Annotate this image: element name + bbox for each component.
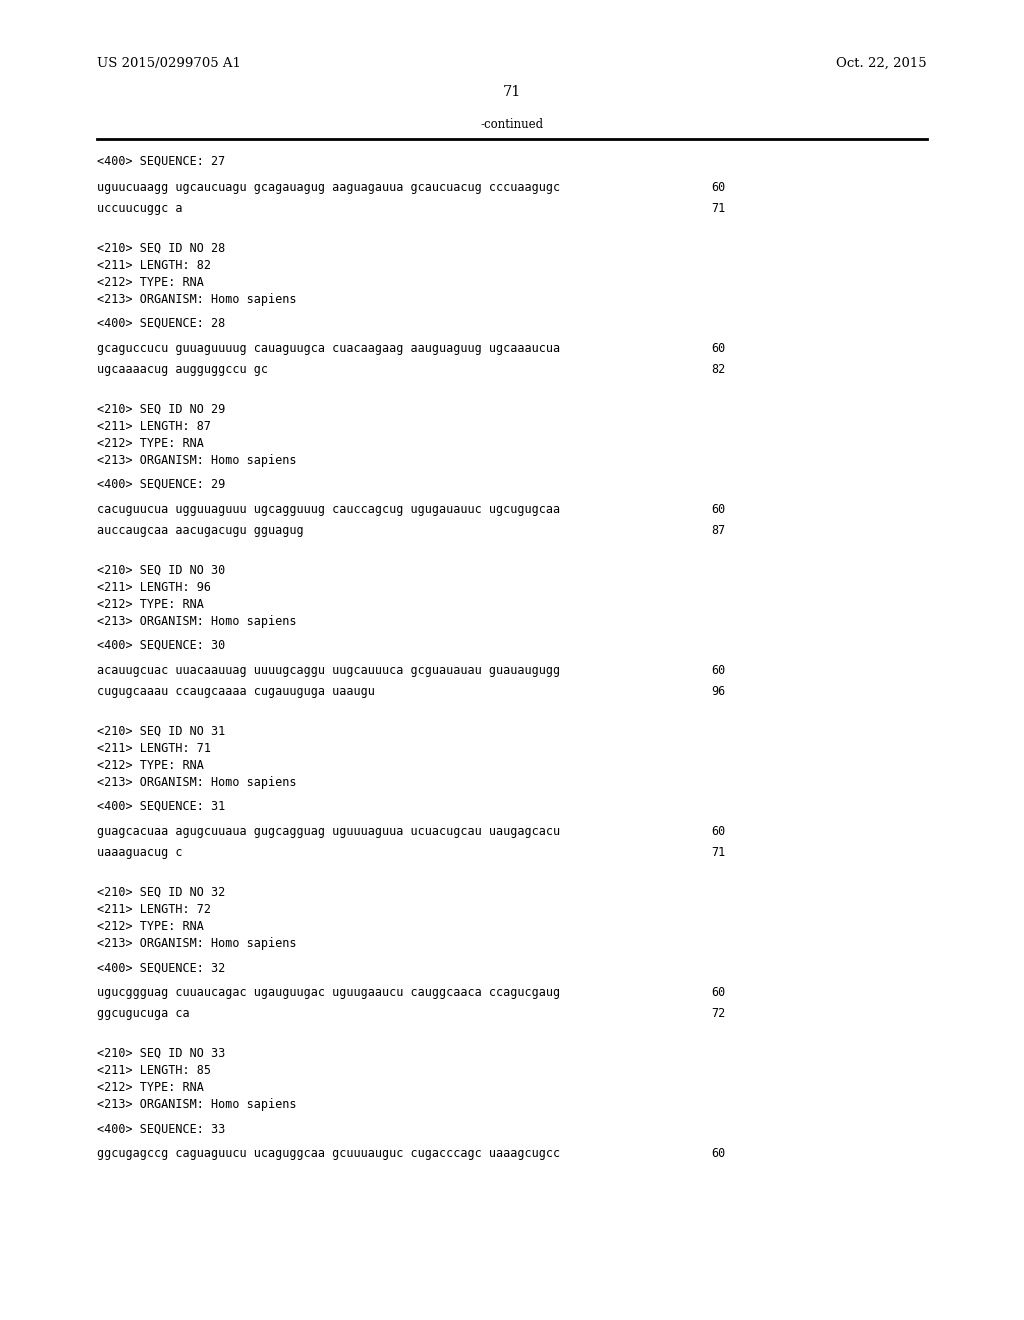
Text: <400> SEQUENCE: 31: <400> SEQUENCE: 31: [97, 800, 225, 813]
Text: <210> SEQ ID NO 33: <210> SEQ ID NO 33: [97, 1047, 225, 1060]
Text: <211> LENGTH: 87: <211> LENGTH: 87: [97, 420, 211, 433]
Text: 60: 60: [712, 664, 726, 677]
Text: cacuguucua ugguuaguuu ugcagguuug cauccagcug ugugauauuc ugcugugcaa: cacuguucua ugguuaguuu ugcagguuug cauccag…: [97, 503, 560, 516]
Text: 71: 71: [712, 846, 726, 859]
Text: <213> ORGANISM: Homo sapiens: <213> ORGANISM: Homo sapiens: [97, 937, 297, 950]
Text: <213> ORGANISM: Homo sapiens: <213> ORGANISM: Homo sapiens: [97, 293, 297, 306]
Text: ugcaaaacug augguggccu gc: ugcaaaacug augguggccu gc: [97, 363, 268, 376]
Text: <212> TYPE: RNA: <212> TYPE: RNA: [97, 759, 204, 772]
Text: ggcugucuga ca: ggcugucuga ca: [97, 1007, 189, 1020]
Text: <210> SEQ ID NO 29: <210> SEQ ID NO 29: [97, 403, 225, 416]
Text: <213> ORGANISM: Homo sapiens: <213> ORGANISM: Homo sapiens: [97, 615, 297, 628]
Text: -continued: -continued: [480, 117, 544, 131]
Text: <213> ORGANISM: Homo sapiens: <213> ORGANISM: Homo sapiens: [97, 1098, 297, 1111]
Text: <211> LENGTH: 71: <211> LENGTH: 71: [97, 742, 211, 755]
Text: Oct. 22, 2015: Oct. 22, 2015: [836, 57, 927, 70]
Text: 72: 72: [712, 1007, 726, 1020]
Text: <211> LENGTH: 96: <211> LENGTH: 96: [97, 581, 211, 594]
Text: ugucggguag cuuaucagac ugauguugac uguugaaucu cauggcaaca ccagucgaug: ugucggguag cuuaucagac ugauguugac uguugaa…: [97, 986, 560, 999]
Text: 60: 60: [712, 825, 726, 838]
Text: 60: 60: [712, 342, 726, 355]
Text: <211> LENGTH: 72: <211> LENGTH: 72: [97, 903, 211, 916]
Text: cugugcaaau ccaugcaaaa cugauuguga uaaugu: cugugcaaau ccaugcaaaa cugauuguga uaaugu: [97, 685, 375, 698]
Text: <400> SEQUENCE: 28: <400> SEQUENCE: 28: [97, 317, 225, 330]
Text: 71: 71: [503, 86, 521, 99]
Text: <211> LENGTH: 82: <211> LENGTH: 82: [97, 259, 211, 272]
Text: US 2015/0299705 A1: US 2015/0299705 A1: [97, 57, 242, 70]
Text: uguucuaagg ugcaucuagu gcagauagug aaguagauua gcaucuacug cccuaagugc: uguucuaagg ugcaucuagu gcagauagug aaguaga…: [97, 181, 560, 194]
Text: <400> SEQUENCE: 29: <400> SEQUENCE: 29: [97, 478, 225, 491]
Text: 60: 60: [712, 1147, 726, 1160]
Text: <212> TYPE: RNA: <212> TYPE: RNA: [97, 437, 204, 450]
Text: gcaguccucu guuaguuuug cauaguugca cuacaagaag aauguaguug ugcaaaucua: gcaguccucu guuaguuuug cauaguugca cuacaag…: [97, 342, 560, 355]
Text: 60: 60: [712, 503, 726, 516]
Text: <210> SEQ ID NO 28: <210> SEQ ID NO 28: [97, 242, 225, 255]
Text: guagcacuaa agugcuuaua gugcagguag uguuuaguua ucuacugcau uaugagcacu: guagcacuaa agugcuuaua gugcagguag uguuuag…: [97, 825, 560, 838]
Text: <400> SEQUENCE: 32: <400> SEQUENCE: 32: [97, 961, 225, 974]
Text: 87: 87: [712, 524, 726, 537]
Text: <211> LENGTH: 85: <211> LENGTH: 85: [97, 1064, 211, 1077]
Text: <210> SEQ ID NO 32: <210> SEQ ID NO 32: [97, 886, 225, 899]
Text: 96: 96: [712, 685, 726, 698]
Text: <400> SEQUENCE: 33: <400> SEQUENCE: 33: [97, 1122, 225, 1135]
Text: <400> SEQUENCE: 30: <400> SEQUENCE: 30: [97, 639, 225, 652]
Text: <212> TYPE: RNA: <212> TYPE: RNA: [97, 1081, 204, 1094]
Text: ggcugagccg caguaguucu ucaguggcaa gcuuuauguc cugacccagc uaaagcugcc: ggcugagccg caguaguucu ucaguggcaa gcuuuau…: [97, 1147, 560, 1160]
Text: uccuucuggc a: uccuucuggc a: [97, 202, 182, 215]
Text: 60: 60: [712, 986, 726, 999]
Text: acauugcuac uuacaauuag uuuugcaggu uugcauuuca gcguauauau guauaugugg: acauugcuac uuacaauuag uuuugcaggu uugcauu…: [97, 664, 560, 677]
Text: auccaugcaa aacugacugu gguagug: auccaugcaa aacugacugu gguagug: [97, 524, 304, 537]
Text: <212> TYPE: RNA: <212> TYPE: RNA: [97, 598, 204, 611]
Text: <212> TYPE: RNA: <212> TYPE: RNA: [97, 920, 204, 933]
Text: 60: 60: [712, 181, 726, 194]
Text: <213> ORGANISM: Homo sapiens: <213> ORGANISM: Homo sapiens: [97, 776, 297, 789]
Text: uaaaguacug c: uaaaguacug c: [97, 846, 182, 859]
Text: 71: 71: [712, 202, 726, 215]
Text: <210> SEQ ID NO 30: <210> SEQ ID NO 30: [97, 564, 225, 577]
Text: <213> ORGANISM: Homo sapiens: <213> ORGANISM: Homo sapiens: [97, 454, 297, 467]
Text: <210> SEQ ID NO 31: <210> SEQ ID NO 31: [97, 725, 225, 738]
Text: <400> SEQUENCE: 27: <400> SEQUENCE: 27: [97, 154, 225, 168]
Text: 82: 82: [712, 363, 726, 376]
Text: <212> TYPE: RNA: <212> TYPE: RNA: [97, 276, 204, 289]
